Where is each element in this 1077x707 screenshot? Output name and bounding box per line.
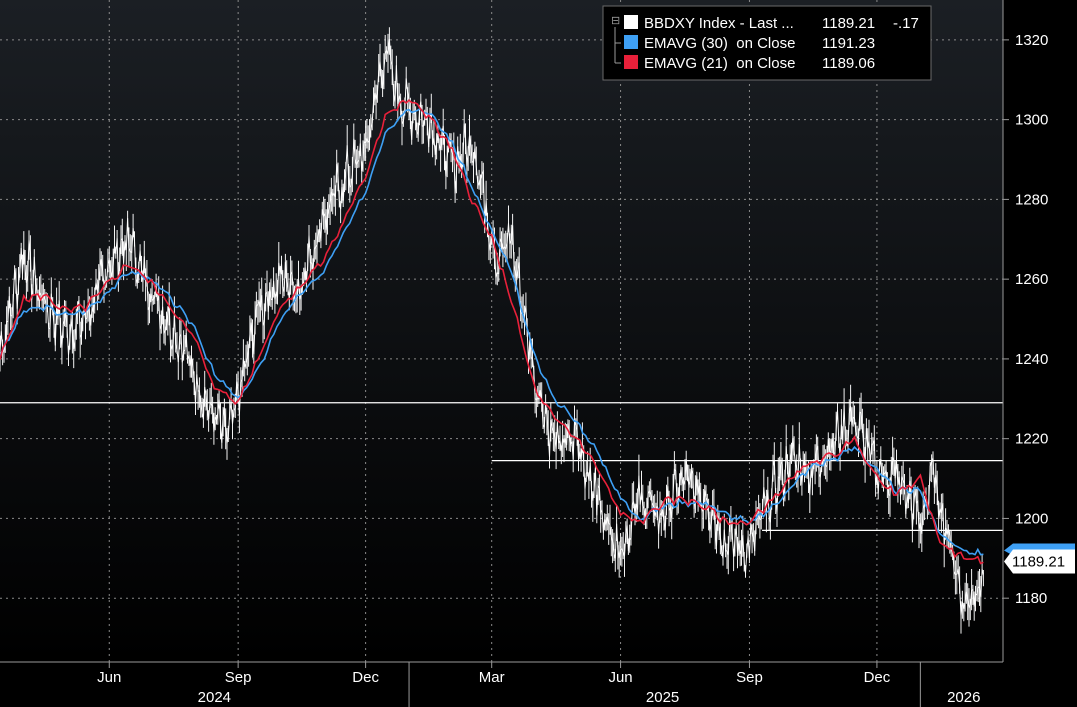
legend-entry-price: BBDXY Index - Last ... 1189.21 -.17 — [624, 15, 919, 32]
series-group — [0, 27, 984, 634]
last-price-tab — [1004, 549, 1075, 574]
legend-swatch-price — [624, 15, 638, 29]
legend-label-ema21: EMAVG (21) on Close — [644, 55, 795, 72]
legend: ⊟ BBDXY Index - Last ... 1189.21 -.17 EM… — [602, 5, 932, 81]
legend-value-ema21: 1189.06 — [822, 55, 875, 72]
legend-collapse-icon[interactable]: ⊟ — [611, 15, 620, 27]
x-tick-label-dec-6: Dec — [864, 669, 891, 686]
x-tick-label-mar-3: Mar — [479, 669, 505, 686]
x-tick-label-sep-5: Sep — [736, 669, 763, 686]
plot-background — [0, 0, 1003, 662]
y-tick-label-1280: 1280 — [1015, 191, 1048, 208]
x-tick-label-jun-4: Jun — [608, 669, 632, 686]
x-axis: Jun Sep Dec Mar Jun Sep Dec 2024 2025 2026 — [97, 662, 980, 707]
year-label-2024: 2024 — [198, 689, 231, 706]
x-tick-label-sep-1: Sep — [225, 669, 252, 686]
legend-box — [602, 5, 932, 81]
legend-value-price: 1189.21 — [822, 15, 875, 32]
legend-value-ema30: 1191.23 — [822, 35, 875, 52]
legend-entry-ema21: EMAVG (21) on Close 1189.06 — [624, 55, 875, 72]
legend-label-price: BBDXY Index - Last ... — [644, 15, 794, 32]
y-tick-label-1320: 1320 — [1015, 32, 1048, 49]
y-tick-label-1300: 1300 — [1015, 112, 1048, 129]
legend-label-ema30: EMAVG (30) on Close — [644, 35, 795, 52]
x-tick-label-jun-0: Jun — [97, 669, 121, 686]
last-price-label: 1189.21 — [1012, 553, 1065, 570]
y-axis: 1180 1200 1220 1240 1260 1280 1300 1320 — [1003, 32, 1048, 607]
ema21-line — [0, 99, 984, 565]
legend-swatch-ema21 — [624, 55, 638, 69]
year-label-2026: 2026 — [947, 689, 980, 706]
y-tick-label-1220: 1220 — [1015, 431, 1048, 448]
y-tick-label-1180: 1180 — [1015, 590, 1047, 607]
legend-entry-ema30: EMAVG (30) on Close 1191.23 — [624, 35, 875, 52]
y-tick-label-1240: 1240 — [1015, 351, 1048, 368]
legend-change-price: -.17 — [893, 15, 919, 32]
year-label-2025: 2025 — [646, 689, 679, 706]
legend-swatch-ema30 — [624, 35, 638, 49]
x-tick-label-dec-2: Dec — [352, 669, 379, 686]
last-price-marker: 1189.21 — [1004, 543, 1075, 574]
y-tick-label-1260: 1260 — [1015, 271, 1048, 288]
horizontal-levels — [0, 402, 1003, 531]
y-tick-label-1200: 1200 — [1015, 510, 1048, 527]
